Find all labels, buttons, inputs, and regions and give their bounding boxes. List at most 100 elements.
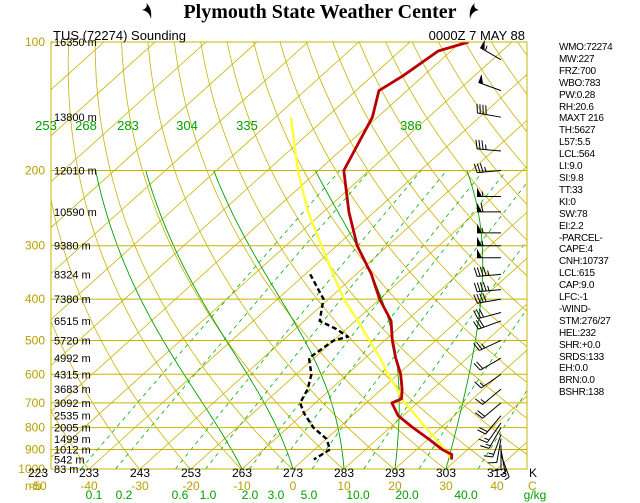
sounding-index-line: SI:9.8 <box>559 172 584 184</box>
sounding-index-line: RH:20.6 <box>559 101 594 113</box>
dry-adiabat-label: 335 <box>236 118 258 133</box>
wind-barb-feather <box>481 140 484 150</box>
dry-adiabat-line <box>147 42 395 469</box>
height-label: 542 m <box>54 454 85 466</box>
celsius-tick-label: -20 <box>182 479 200 493</box>
dry-adiabat-line <box>173 42 446 469</box>
wind-barb <box>473 319 502 330</box>
wind-barb-feather <box>477 410 486 417</box>
height-label: 3092 m <box>54 398 91 410</box>
wind-barb-half-feather <box>480 399 486 403</box>
wind-barb-feather <box>473 163 478 173</box>
isotherm-line <box>0 42 2 469</box>
sounding-index-line: L57:5.5 <box>559 137 591 149</box>
wind-barb <box>478 422 502 444</box>
wind-barb-staff <box>486 422 502 443</box>
mixing-ratio-line <box>248 170 485 469</box>
temperature-profile-line <box>342 42 469 460</box>
isotherm-line <box>51 42 462 412</box>
height-label: 9380 m <box>54 241 91 253</box>
wind-barb <box>475 139 502 152</box>
wind-barb <box>473 163 502 174</box>
dry-adiabat-label: 304 <box>176 118 198 133</box>
mixing-ratio-label: 0.1 <box>86 488 103 502</box>
banner-left-flag-icon <box>142 3 152 19</box>
wind-barb <box>491 445 502 472</box>
wind-barb-feather <box>473 362 481 371</box>
wind-barb-half-feather <box>484 166 487 172</box>
sounding-index-line: EH:0.0 <box>559 363 588 375</box>
mixing-ratio-line <box>275 170 507 469</box>
wind-barb-staff <box>496 438 502 463</box>
sounding-index-line: LFC:-1 <box>559 292 588 304</box>
wind-barb <box>487 438 502 464</box>
wind-barb-half-feather <box>488 452 494 455</box>
mixing-ratio-label: 10.0 <box>346 488 370 502</box>
wind-barb-feather <box>479 293 484 303</box>
dry-adiabat-line <box>200 42 497 469</box>
wind-barb-staff <box>479 357 502 371</box>
valid-time-label: 0000Z 7 MAY 88 <box>429 28 525 43</box>
height-label: 2535 m <box>54 411 91 423</box>
wind-barb <box>473 266 502 277</box>
dry-adiabat-line <box>385 42 527 241</box>
moist-adiabat-line <box>95 170 243 469</box>
wind-barb-staff <box>477 170 502 174</box>
mixing-ratio-label: 20.0 <box>395 488 419 502</box>
height-label: 5720 m <box>54 335 91 347</box>
wind-barb-staff <box>482 402 502 419</box>
wind-barb-pennant <box>477 202 482 212</box>
height-label: 4315 m <box>54 369 91 381</box>
wind-barb-feather <box>476 309 482 319</box>
wind-barb-feather <box>482 281 487 292</box>
pressure-tick-label: 600 <box>25 367 45 381</box>
height-label: 16350 m <box>54 37 97 49</box>
pressure-tick-label: 300 <box>25 239 45 253</box>
wind-barb <box>473 308 502 320</box>
wind-barb <box>500 454 510 481</box>
dry-adiabat-label: 268 <box>75 118 97 133</box>
wind-barb-half-feather <box>481 227 484 233</box>
wind-barb-staff <box>481 373 502 389</box>
mixing-ratio-label: 0.6 <box>172 488 189 502</box>
celsius-tick-label: 40 <box>490 479 504 493</box>
wind-barb-staff <box>485 415 502 435</box>
wind-barb-half-feather <box>485 443 491 447</box>
isotherm-line <box>394 349 527 469</box>
moist-adiabat-line <box>145 170 294 469</box>
wind-barb-half-feather <box>484 45 488 51</box>
wind-barb-feather <box>476 361 484 369</box>
wind-barb <box>476 223 502 234</box>
dry-adiabat-line <box>253 42 527 419</box>
height-label: 12010 m <box>54 166 97 178</box>
isotherm-line <box>51 42 411 366</box>
mixing-ratio-label: 5.0 <box>301 488 318 502</box>
wind-barb <box>474 388 502 405</box>
wind-barb-feather <box>479 163 484 173</box>
pressure-tick-label: 200 <box>25 164 45 178</box>
wind-barb-staff <box>492 434 502 458</box>
wind-barb-staff <box>477 312 502 320</box>
isotherm-line <box>445 395 527 469</box>
wind-barb-feather <box>480 445 490 449</box>
wind-barb <box>478 74 502 92</box>
height-label: 7380 m <box>54 294 91 306</box>
page-title: Plymouth State Weather Center <box>183 1 457 23</box>
dry-adiabat-label: 253 <box>35 118 57 133</box>
banner-right-flag-icon <box>469 3 479 19</box>
wind-barb-staff <box>477 112 502 118</box>
dry-adiabat-line <box>67 42 242 469</box>
mixing-ratio-line <box>80 170 341 469</box>
wind-barb <box>480 427 502 449</box>
wind-barb-half-feather <box>500 472 506 476</box>
wind-barb <box>476 202 502 213</box>
kelvin-tick-label: 303 <box>436 466 456 480</box>
wind-barb-half-feather <box>481 240 484 246</box>
wind-barb-staff <box>500 454 510 478</box>
wind-barb <box>473 357 502 371</box>
kelvin-tick-label: 233 <box>79 466 99 480</box>
wind-barb-feather <box>474 412 483 419</box>
height-label: 1012 m <box>54 444 91 456</box>
wind-barb-feather <box>475 139 478 149</box>
